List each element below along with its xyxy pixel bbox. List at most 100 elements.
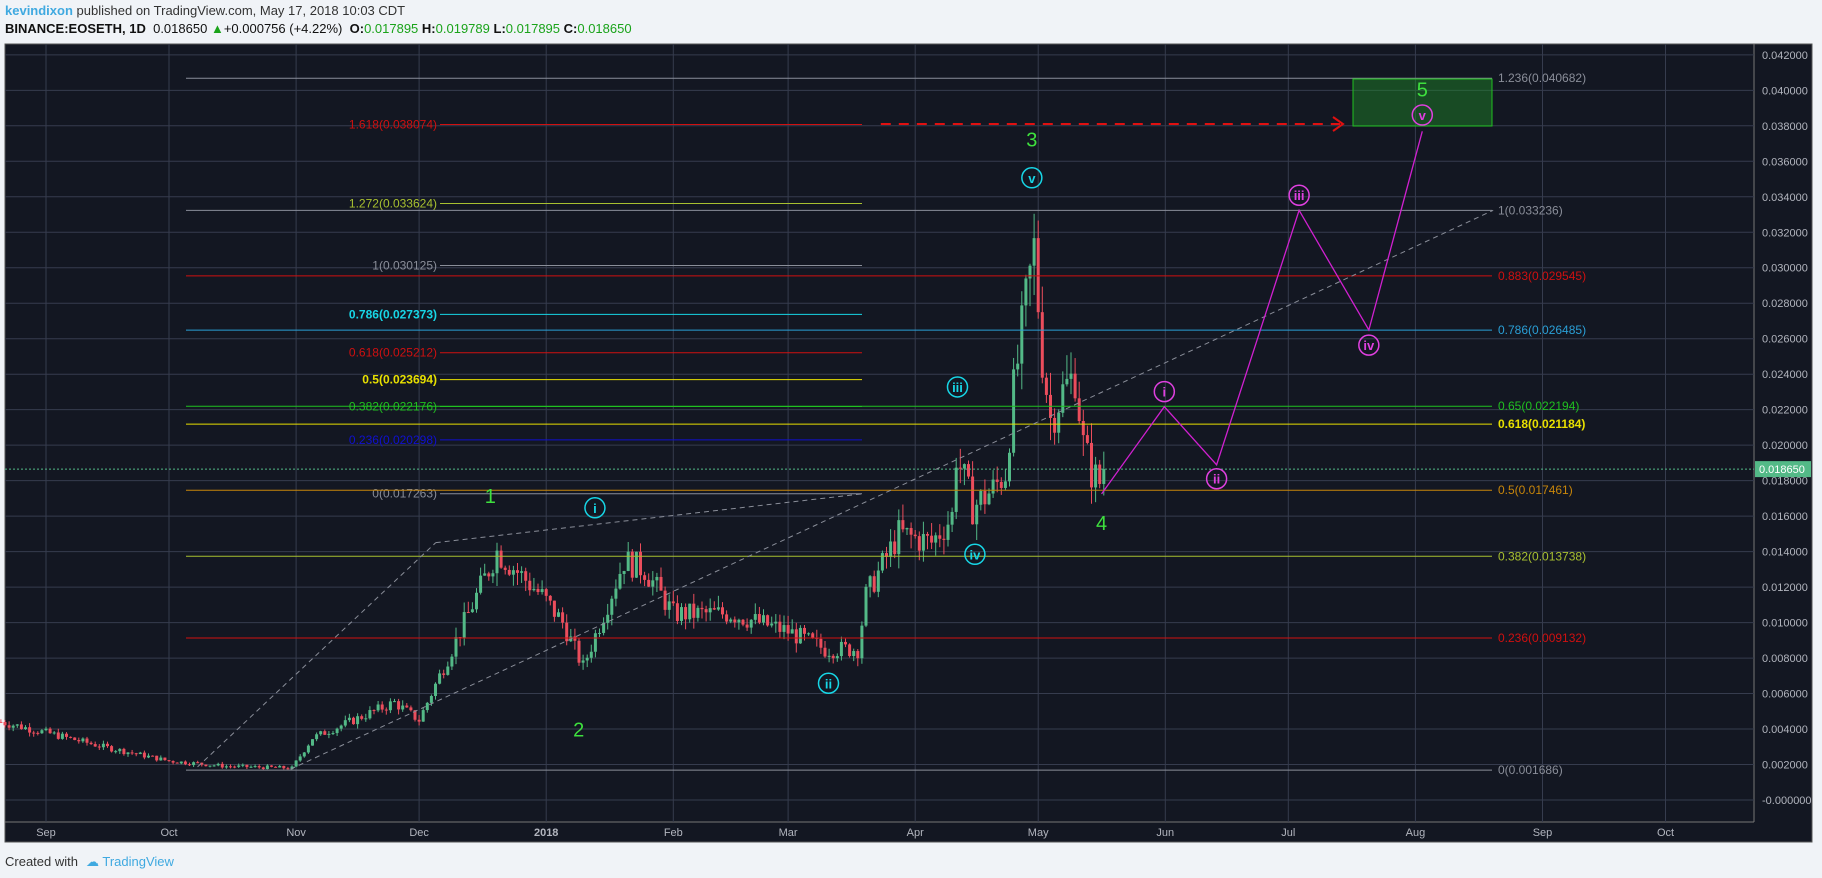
candle-body — [897, 520, 901, 555]
candle-body — [253, 766, 257, 768]
candle-body — [48, 728, 52, 734]
candle-body — [401, 705, 405, 710]
candle-body — [524, 571, 528, 581]
candle-body — [434, 683, 437, 696]
candle-body — [868, 576, 872, 587]
candle-body — [552, 600, 556, 617]
candle-body — [602, 622, 606, 633]
candle-body — [671, 601, 675, 604]
candle-body — [466, 612, 470, 614]
fib-right-label: 0(0.001686) — [1498, 763, 1563, 777]
candle-body — [926, 534, 929, 536]
candle-body — [499, 550, 503, 568]
candle-body — [196, 762, 200, 764]
candle-body — [274, 766, 278, 768]
candle-body — [462, 612, 466, 639]
candle-body — [69, 736, 73, 738]
candle-body — [101, 743, 105, 748]
candle-body — [634, 551, 638, 578]
candle-body — [852, 651, 856, 657]
time-tick-label: Apr — [907, 827, 924, 839]
candle-body — [454, 637, 458, 657]
fib-left-label: 0.5(0.023694) — [362, 373, 437, 387]
candle-body — [561, 612, 565, 623]
candle-body — [450, 656, 454, 667]
candle-body — [901, 520, 905, 530]
candle-body — [122, 748, 126, 755]
candle-body — [991, 479, 995, 494]
candle-body — [208, 765, 212, 767]
candle-body — [417, 719, 421, 722]
candle-body — [1003, 481, 1007, 488]
candle-body — [909, 528, 913, 535]
candle-body — [130, 752, 134, 754]
time-tick-label: Dec — [409, 827, 429, 839]
candle-body — [65, 733, 68, 737]
candle-body — [856, 651, 860, 659]
wave-label-magenta: ii — [1213, 472, 1220, 487]
candle-body — [971, 476, 975, 525]
candle-body — [298, 756, 302, 761]
candle-body — [540, 589, 544, 593]
candle-body — [741, 619, 745, 625]
projection-path — [1101, 131, 1423, 495]
candle-body — [749, 619, 753, 628]
fib-right-label: 0.883(0.029545) — [1498, 269, 1586, 283]
candle-body — [983, 490, 987, 505]
candle-body — [413, 710, 417, 720]
candle-body — [786, 625, 790, 634]
candle-body — [106, 743, 109, 747]
price-tick-label: 0.042000 — [1762, 50, 1808, 62]
up-arrow-icon: ▲ — [210, 21, 224, 36]
price-tick-label: 0.006000 — [1762, 689, 1808, 701]
candle-body — [24, 727, 27, 730]
candle-body — [110, 746, 114, 752]
fib-left-label: 0.236(0.020298) — [349, 433, 437, 447]
candle-body — [1061, 384, 1065, 413]
candle-body — [651, 580, 655, 587]
candle-body — [675, 603, 679, 621]
fib-right-label: 0.65(0.022194) — [1498, 399, 1579, 413]
candle-body — [995, 479, 999, 482]
candle-body — [1085, 435, 1089, 443]
candle-body — [257, 766, 261, 768]
candle-body — [32, 732, 36, 734]
candle-body — [7, 725, 11, 728]
fib-right-label: 0.236(0.009132) — [1498, 631, 1586, 645]
candle-body — [999, 481, 1003, 488]
candle-body — [3, 722, 7, 726]
last-price-badge — [1755, 461, 1811, 478]
candle-body — [507, 569, 511, 575]
chart-background — [4, 43, 1813, 843]
candle-body — [934, 535, 938, 543]
tradingview-logo[interactable]: ☁ TradingView — [85, 854, 174, 869]
wave-label-cyan: iv — [969, 547, 981, 562]
candle-body — [880, 553, 884, 571]
created-with-text: Created with — [5, 854, 78, 869]
author-link[interactable]: kevindixon — [5, 3, 73, 18]
candle-body — [1044, 377, 1048, 395]
candle-body — [1073, 373, 1077, 399]
price-tick-label: 0.028000 — [1762, 298, 1808, 310]
candle-body — [725, 614, 729, 622]
candle-body — [712, 608, 716, 610]
candle-body — [979, 490, 983, 505]
fib-left-label: 0(0.017263) — [372, 487, 437, 501]
open-value: 0.017895 — [364, 21, 419, 36]
candle-body — [380, 704, 384, 710]
candle-body — [93, 744, 97, 747]
candle-body — [376, 704, 380, 711]
candle-body — [491, 573, 495, 577]
time-tick-label: Oct — [1657, 827, 1674, 839]
candle-body — [774, 621, 778, 624]
candle-body — [1102, 469, 1106, 484]
candle-body — [192, 762, 196, 766]
wave-label-major: 1 — [485, 486, 496, 508]
last-price-label: 0.018650 — [1759, 464, 1805, 476]
candle-body — [823, 647, 827, 657]
candle-body — [245, 764, 249, 768]
fib-right-label: 1(0.033236) — [1498, 203, 1563, 217]
candle-body — [1098, 464, 1102, 484]
candle-body — [528, 580, 532, 591]
